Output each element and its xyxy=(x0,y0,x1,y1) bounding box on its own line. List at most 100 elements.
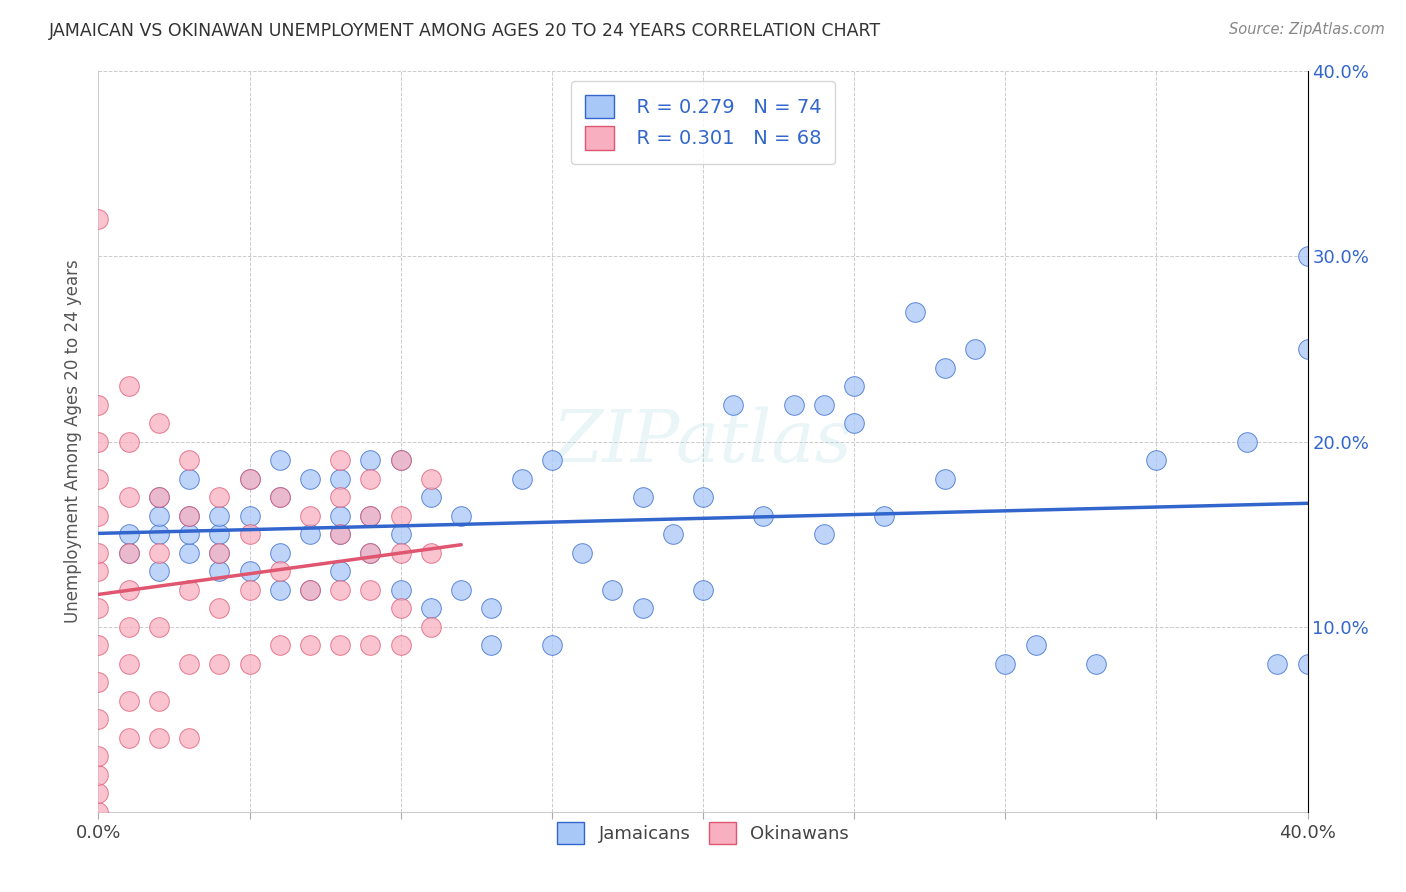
Point xyxy=(1144,453,1167,467)
Point xyxy=(208,564,231,578)
Point xyxy=(269,490,291,504)
Point xyxy=(239,582,262,597)
Point xyxy=(148,694,170,708)
Point xyxy=(450,582,472,597)
Point xyxy=(360,453,382,467)
Point xyxy=(360,508,382,523)
Point xyxy=(299,472,322,486)
Point xyxy=(692,490,714,504)
Text: ZIPatlas: ZIPatlas xyxy=(553,406,853,477)
Point xyxy=(389,453,412,467)
Point xyxy=(1267,657,1289,671)
Point xyxy=(269,564,291,578)
Point xyxy=(299,527,322,541)
Point xyxy=(299,582,322,597)
Point xyxy=(389,527,412,541)
Point xyxy=(389,638,412,652)
Point xyxy=(329,564,352,578)
Point xyxy=(299,638,322,652)
Point xyxy=(148,527,170,541)
Point xyxy=(1296,657,1319,671)
Point xyxy=(389,453,412,467)
Point xyxy=(87,564,110,578)
Point xyxy=(813,527,835,541)
Point xyxy=(934,360,956,375)
Point xyxy=(87,786,110,800)
Point xyxy=(118,527,141,541)
Point xyxy=(87,545,110,560)
Point xyxy=(239,508,262,523)
Point xyxy=(118,545,141,560)
Point xyxy=(118,731,141,745)
Point xyxy=(118,490,141,504)
Point xyxy=(1085,657,1108,671)
Point xyxy=(269,453,291,467)
Point xyxy=(571,545,593,560)
Legend: Jamaicans, Okinawans: Jamaicans, Okinawans xyxy=(550,814,856,851)
Point xyxy=(360,545,382,560)
Point xyxy=(329,472,352,486)
Point xyxy=(360,582,382,597)
Point xyxy=(118,582,141,597)
Point xyxy=(329,453,352,467)
Point xyxy=(844,416,866,430)
Point xyxy=(389,582,412,597)
Point xyxy=(87,601,110,615)
Point xyxy=(752,508,775,523)
Point xyxy=(329,527,352,541)
Point xyxy=(87,767,110,781)
Point xyxy=(87,675,110,690)
Point xyxy=(148,490,170,504)
Point xyxy=(269,545,291,560)
Point xyxy=(965,342,987,356)
Point xyxy=(692,582,714,597)
Point xyxy=(208,508,231,523)
Point xyxy=(420,545,443,560)
Point xyxy=(269,582,291,597)
Point xyxy=(1296,342,1319,356)
Point xyxy=(208,545,231,560)
Point xyxy=(239,472,262,486)
Point xyxy=(239,564,262,578)
Point xyxy=(118,657,141,671)
Point xyxy=(420,472,443,486)
Point xyxy=(208,527,231,541)
Point xyxy=(299,582,322,597)
Point xyxy=(179,657,201,671)
Point xyxy=(1327,657,1350,671)
Point xyxy=(389,508,412,523)
Point xyxy=(179,508,201,523)
Point xyxy=(994,657,1017,671)
Point xyxy=(360,545,382,560)
Point xyxy=(540,638,562,652)
Point xyxy=(360,638,382,652)
Point xyxy=(118,379,141,393)
Point xyxy=(602,582,624,597)
Point xyxy=(329,527,352,541)
Point xyxy=(510,472,533,486)
Point xyxy=(148,564,170,578)
Point xyxy=(269,490,291,504)
Point xyxy=(87,749,110,764)
Point xyxy=(299,508,322,523)
Point xyxy=(208,601,231,615)
Point xyxy=(844,379,866,393)
Point xyxy=(631,601,654,615)
Point xyxy=(87,434,110,449)
Point xyxy=(179,508,201,523)
Point xyxy=(87,398,110,412)
Point xyxy=(360,472,382,486)
Point xyxy=(118,434,141,449)
Point xyxy=(118,694,141,708)
Point xyxy=(783,398,806,412)
Point xyxy=(87,712,110,726)
Point xyxy=(239,472,262,486)
Point xyxy=(540,453,562,467)
Point xyxy=(329,582,352,597)
Point xyxy=(1236,434,1258,449)
Point xyxy=(239,657,262,671)
Point xyxy=(208,545,231,560)
Point xyxy=(148,490,170,504)
Point xyxy=(1357,453,1379,467)
Point xyxy=(87,638,110,652)
